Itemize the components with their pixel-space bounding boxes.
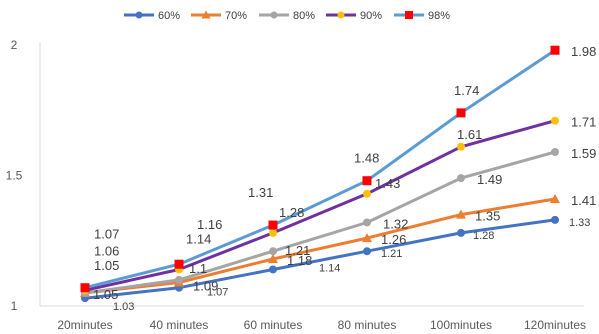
axes: 1 1.5 2 20minutes 40 minutes 60 minutes 80 min… bbox=[6, 38, 586, 332]
series-markers bbox=[80, 45, 560, 303]
series-line bbox=[84, 197, 556, 295]
square-marker bbox=[550, 45, 560, 55]
data-label: 1.14 bbox=[319, 262, 340, 274]
data-label: 1.33 bbox=[569, 217, 590, 229]
series-lines bbox=[84, 48, 556, 300]
series-line bbox=[84, 119, 556, 292]
x-tick-label: 100minutes bbox=[430, 318, 492, 332]
data-label: 1.49 bbox=[477, 172, 502, 187]
data-label: 1.09 bbox=[193, 279, 218, 294]
circle-marker bbox=[270, 11, 278, 19]
circle-marker bbox=[269, 228, 277, 237]
circle-marker bbox=[457, 174, 465, 183]
square-marker bbox=[80, 283, 90, 293]
data-label: 1.28 bbox=[473, 230, 494, 242]
data-label: 1.16 bbox=[197, 217, 222, 232]
square-marker bbox=[268, 220, 278, 230]
data-label: 1.1 bbox=[189, 261, 207, 276]
data-label: 1.05 bbox=[93, 287, 118, 302]
square-marker bbox=[362, 176, 372, 186]
circle-marker bbox=[551, 148, 559, 157]
circle-marker bbox=[269, 247, 277, 256]
legend: 60% 70% 80% 90% 98% bbox=[124, 10, 450, 22]
legend-label: 70% bbox=[225, 10, 247, 22]
data-label: 1.18 bbox=[287, 253, 312, 268]
data-label: 1.21 bbox=[381, 248, 402, 260]
data-label: 1.05 bbox=[94, 258, 119, 273]
legend-label: 80% bbox=[293, 10, 315, 22]
data-label: 1.32 bbox=[383, 216, 408, 231]
circle-marker bbox=[269, 265, 277, 274]
triangle-marker bbox=[456, 209, 466, 219]
data-label: 1.98 bbox=[571, 44, 596, 59]
data-label: 1.41 bbox=[571, 193, 596, 208]
legend-label: 98% bbox=[428, 10, 450, 22]
x-tick-label: 40 minutes bbox=[150, 318, 209, 332]
circle-marker bbox=[135, 11, 143, 19]
data-label: 1.48 bbox=[354, 151, 379, 166]
circle-marker bbox=[457, 142, 465, 151]
series-line bbox=[84, 150, 556, 295]
triangle-marker bbox=[362, 233, 372, 243]
x-tick-label: 20minutes bbox=[57, 318, 112, 332]
legend-label: 90% bbox=[360, 10, 382, 22]
data-label: 1.61 bbox=[457, 127, 482, 142]
y-tick-label: 1.5 bbox=[6, 169, 23, 183]
y-tick-label: 2 bbox=[11, 38, 18, 52]
series-line bbox=[84, 48, 556, 290]
circle-marker bbox=[175, 275, 183, 284]
data-label: 1.28 bbox=[279, 205, 304, 220]
circle-marker bbox=[551, 116, 559, 125]
y-tick-label: 1 bbox=[11, 299, 18, 313]
x-tick-label: 60 minutes bbox=[244, 318, 303, 332]
data-label: 1.31 bbox=[248, 185, 273, 200]
triangle-marker bbox=[550, 193, 560, 203]
square-marker bbox=[405, 11, 413, 19]
data-label: 1.35 bbox=[475, 209, 500, 224]
circle-marker bbox=[457, 228, 465, 237]
data-label: 1.71 bbox=[571, 115, 596, 130]
legend-label: 60% bbox=[158, 10, 180, 22]
data-label: 1.21 bbox=[285, 243, 310, 258]
data-label: 1.03 bbox=[113, 301, 134, 313]
data-label: 1.43 bbox=[375, 176, 400, 191]
data-labels: 1.03 1.07 1.14 1.21 1.28 1.33 1.05 1.09 1.18 1.26… bbox=[93, 44, 596, 313]
data-label: 1.59 bbox=[571, 146, 596, 161]
circle-marker bbox=[551, 215, 559, 224]
data-label: 1.07 bbox=[94, 227, 119, 242]
triangle-marker bbox=[201, 10, 211, 19]
circle-marker bbox=[363, 218, 371, 227]
circle-marker bbox=[363, 247, 371, 256]
series-line bbox=[84, 218, 556, 300]
square-marker bbox=[174, 259, 184, 269]
x-tick-label: 80 minutes bbox=[338, 318, 397, 332]
data-label: 1.07 bbox=[207, 287, 228, 299]
triangle-marker bbox=[268, 254, 278, 264]
circle-marker bbox=[363, 189, 371, 198]
data-label: 1.06 bbox=[94, 243, 119, 258]
data-label: 1.14 bbox=[186, 231, 211, 246]
square-marker bbox=[456, 108, 466, 118]
x-tick-label: 120minutes bbox=[524, 318, 586, 332]
data-label: 1.74 bbox=[454, 83, 479, 98]
circle-marker bbox=[337, 11, 345, 19]
data-label: 1.26 bbox=[381, 232, 406, 247]
